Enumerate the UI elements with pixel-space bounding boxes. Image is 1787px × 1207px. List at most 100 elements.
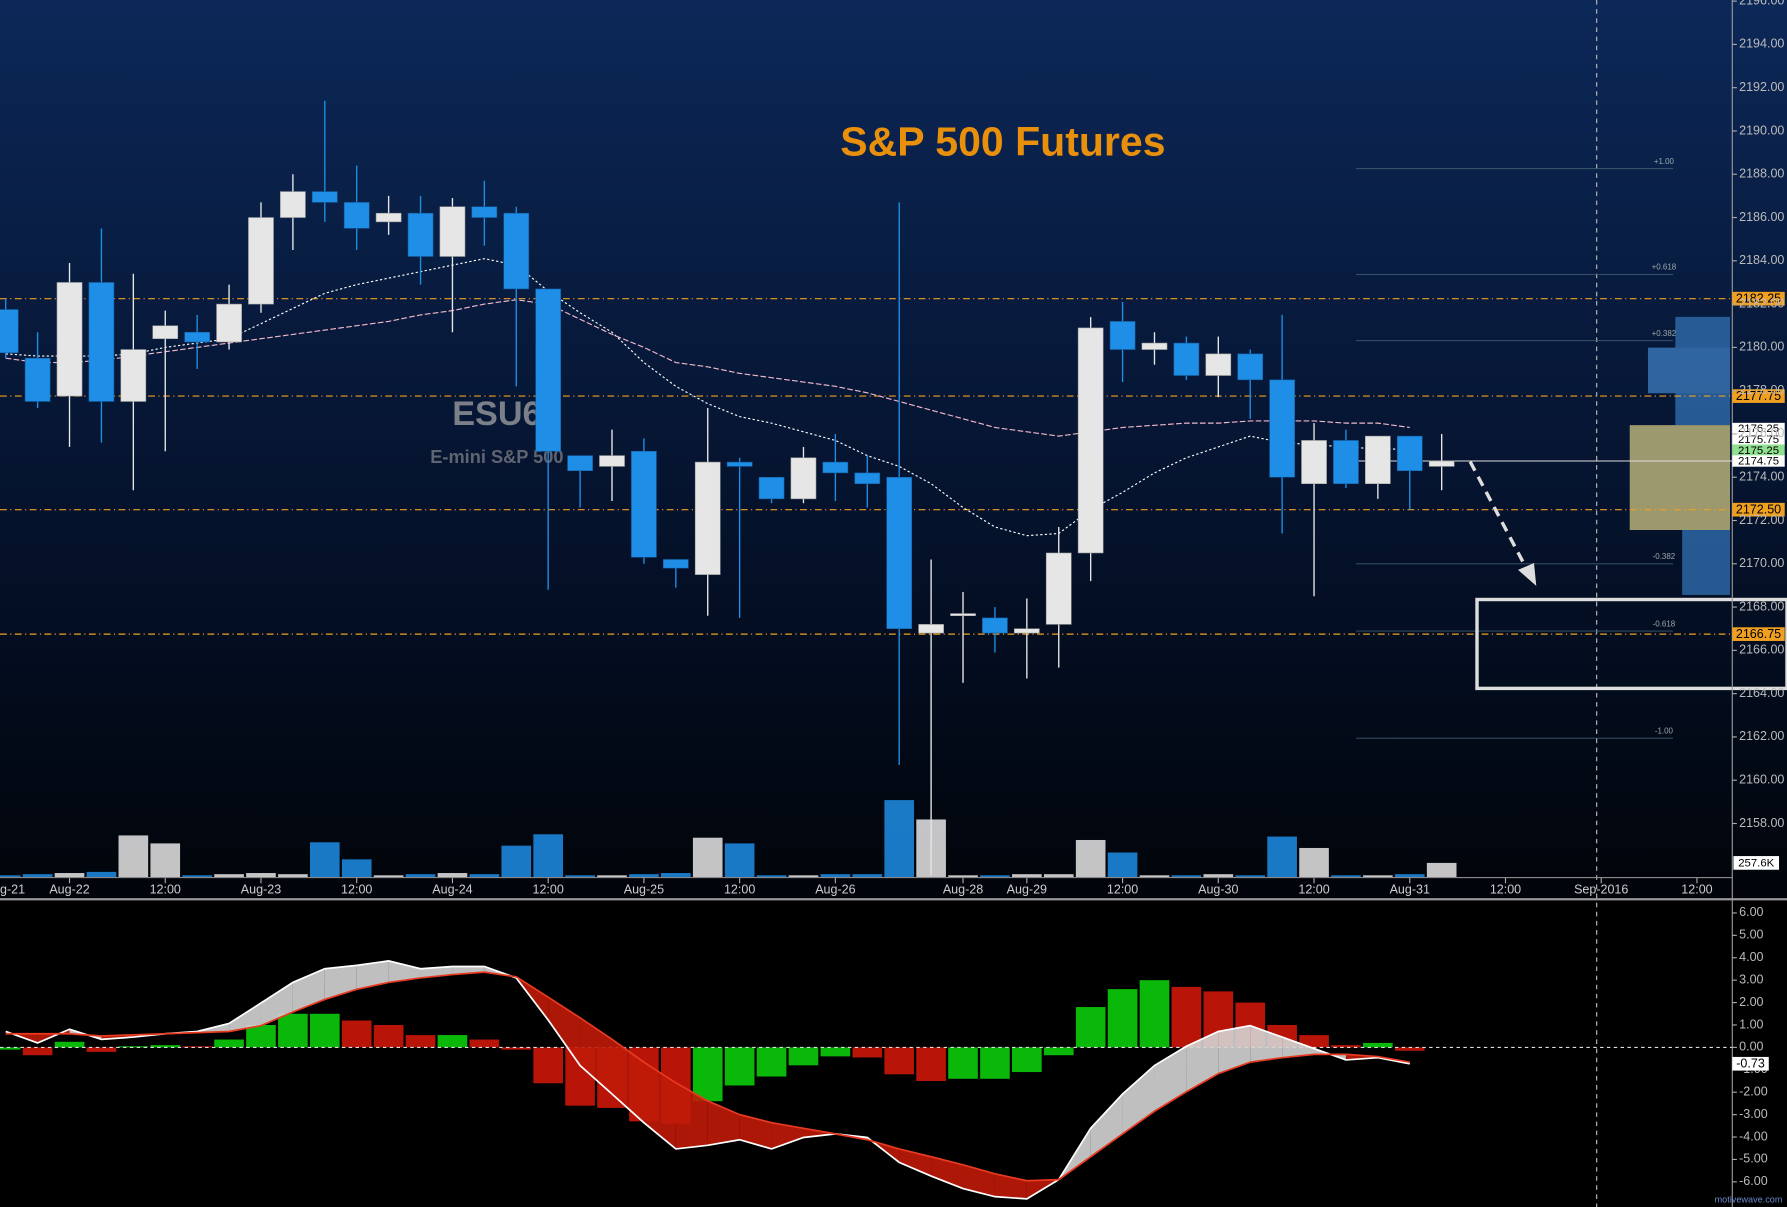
price-label-box — [1732, 433, 1785, 446]
volume-bar — [309, 842, 340, 878]
y-tick-label: 2.00 — [1739, 995, 1763, 1009]
volume-bar — [341, 859, 372, 878]
front-layer — [0, 100, 1455, 1200]
macd-fill — [1282, 1037, 1315, 1058]
histogram-bar — [1394, 1047, 1425, 1051]
volume-bar — [1075, 839, 1106, 878]
volume-bar — [948, 875, 978, 878]
candle-body — [471, 206, 498, 218]
x-tick-label: Aug-28 — [943, 882, 983, 896]
candle-body — [120, 349, 147, 402]
x-tick-label: 12:00 — [150, 882, 181, 896]
y-tick-label: -6.00 — [1739, 1174, 1768, 1188]
y-tick-label: -4.00 — [1739, 1129, 1768, 1143]
y-tick-label: 5.00 — [1739, 928, 1763, 942]
macd-fill — [548, 997, 581, 1066]
candle-body — [216, 303, 242, 343]
y-tick-label: 3.00 — [1739, 972, 1763, 986]
volume-bar — [1139, 875, 1170, 878]
candle-body — [1173, 342, 1200, 376]
volume-bar — [246, 873, 276, 878]
price-label: 2175.75 — [1738, 434, 1779, 446]
histogram-bar — [54, 1041, 85, 1048]
histogram-bar — [1299, 1035, 1329, 1048]
x-tick-label: Aug-26 — [815, 882, 855, 896]
candle-body — [0, 309, 19, 354]
histogram-bar — [150, 1045, 181, 1048]
chart-title: S&P 500 Futures — [840, 119, 1165, 165]
volume-bar — [565, 875, 595, 878]
macd-fill — [739, 1114, 772, 1149]
macd-fill — [643, 1062, 676, 1149]
histogram-bar — [788, 1047, 819, 1066]
price-label: 2176.25 — [1738, 423, 1779, 435]
histogram-bar — [820, 1047, 851, 1057]
x-tick-label: Aug-22 — [49, 882, 89, 896]
macd-fill — [931, 1156, 964, 1189]
histogram-bar — [916, 1047, 946, 1082]
candle-body — [822, 461, 849, 474]
volume-bar — [1394, 874, 1425, 878]
candle-body — [248, 217, 274, 305]
x-tick-label: Aug-25 — [624, 882, 664, 896]
histogram-bar — [948, 1047, 978, 1079]
histogram-bar — [692, 1047, 723, 1102]
profile-block — [1682, 529, 1731, 595]
histogram-bar — [1012, 1047, 1042, 1073]
candle-body — [56, 282, 83, 397]
y-tick-label: 1.00 — [1739, 1017, 1763, 1031]
y-tick-label: 6.00 — [1739, 905, 1763, 919]
volume-bar — [405, 874, 436, 878]
candle-body — [982, 617, 1008, 634]
x-tick-label: 12:00 — [724, 882, 755, 896]
histogram-bar — [214, 1039, 244, 1048]
profile-block — [1647, 347, 1731, 394]
candle-body — [1077, 327, 1104, 554]
candle-body — [886, 476, 913, 630]
candle-body — [790, 457, 817, 500]
volume-profile — [1629, 316, 1731, 595]
candle-body — [503, 212, 530, 290]
y-tick-label: 2172.00 — [1739, 513, 1784, 527]
y-tick-label: 2192.00 — [1739, 80, 1784, 94]
y-tick-label: 2182.00 — [1739, 296, 1784, 310]
candle-body — [1014, 628, 1040, 634]
y-tick-label: 2180.00 — [1739, 340, 1784, 354]
volume-bar — [1426, 862, 1457, 878]
macd-fill — [963, 1164, 995, 1197]
candle-body — [1301, 440, 1327, 485]
histogram-bar — [533, 1047, 563, 1084]
y-tick-label: 0.00 — [1739, 1040, 1763, 1054]
price-label-box — [1732, 444, 1785, 456]
y-tick-label: 2168.00 — [1739, 599, 1784, 613]
macd-fill — [675, 1082, 708, 1149]
candle-body — [694, 461, 721, 575]
level-label: 2166.75 — [1736, 627, 1781, 641]
candle-body — [280, 191, 306, 218]
candle-body — [311, 191, 338, 203]
candle-body — [1269, 379, 1295, 478]
y-tick-label: 4.00 — [1739, 950, 1763, 964]
volume-bar — [724, 843, 755, 878]
candle-body — [1205, 353, 1232, 376]
histogram-bar — [724, 1047, 755, 1086]
histogram-bar — [437, 1035, 468, 1048]
volume-bar — [1203, 874, 1234, 878]
macd-fill — [899, 1148, 932, 1177]
y-tick-label: 2164.00 — [1739, 686, 1784, 700]
y-tick-label: 2174.00 — [1739, 470, 1784, 484]
volume-bar — [692, 837, 723, 878]
volume-bar — [214, 874, 244, 878]
price-panel — [0, 0, 1787, 900]
back-layer: +1.00 +0.618 +0.382 -0.382 -0.618 -1.00 — [0, 157, 1733, 1124]
candle-body — [1045, 552, 1072, 625]
candle-body — [88, 282, 115, 402]
volume-bar — [884, 800, 915, 878]
y-tick-label: 2190.00 — [1739, 123, 1784, 137]
y-tick-label: 2184.00 — [1739, 253, 1784, 267]
candle-body — [535, 288, 562, 452]
x-tick-label: Aug-31 — [1390, 882, 1430, 896]
histogram-bar — [405, 1035, 436, 1048]
